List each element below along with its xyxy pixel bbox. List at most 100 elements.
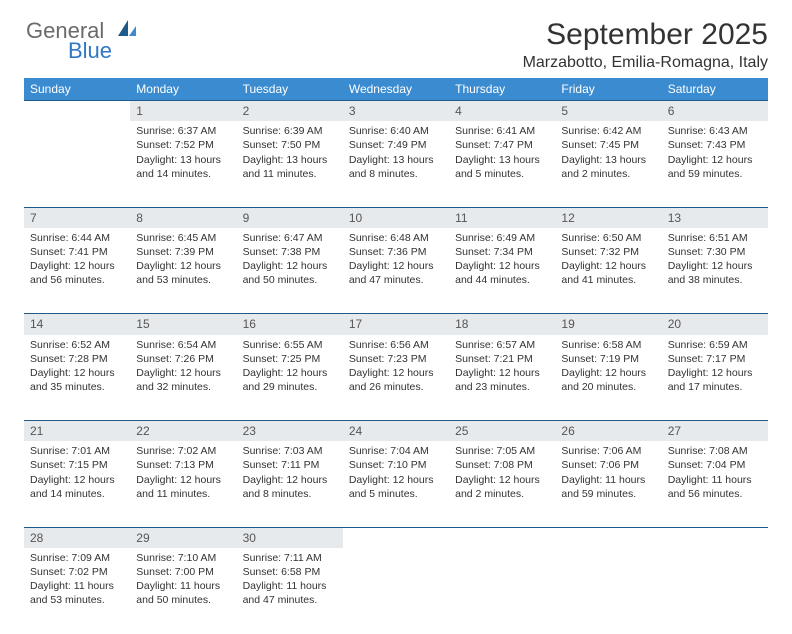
- day-body-cell: Sunrise: 6:44 AMSunset: 7:41 PMDaylight:…: [24, 228, 130, 314]
- day-body-cell: Sunrise: 6:47 AMSunset: 7:38 PMDaylight:…: [237, 228, 343, 314]
- sunset-line: Sunset: 7:47 PM: [455, 138, 549, 152]
- sunset-line: Sunset: 7:30 PM: [668, 245, 762, 259]
- sunset-line: Sunset: 7:26 PM: [136, 352, 230, 366]
- day-body-cell: Sunrise: 6:41 AMSunset: 7:47 PMDaylight:…: [449, 121, 555, 207]
- day-number-cell: 11: [449, 207, 555, 228]
- daylight-line: Daylight: 12 hours and 38 minutes.: [668, 259, 762, 287]
- sunset-line: Sunset: 7:10 PM: [349, 458, 443, 472]
- sunrise-line: Sunrise: 7:10 AM: [136, 551, 230, 565]
- sunrise-line: Sunrise: 6:51 AM: [668, 231, 762, 245]
- sunset-line: Sunset: 7:45 PM: [561, 138, 655, 152]
- day-body-cell: Sunrise: 7:04 AMSunset: 7:10 PMDaylight:…: [343, 441, 449, 527]
- weekday-friday: Friday: [555, 78, 661, 101]
- week-0-body-row: Sunrise: 6:37 AMSunset: 7:52 PMDaylight:…: [24, 121, 768, 207]
- sunrise-line: Sunrise: 7:05 AM: [455, 444, 549, 458]
- day-number-cell: [24, 101, 130, 122]
- daylight-line: Daylight: 11 hours and 53 minutes.: [30, 579, 124, 607]
- week-2-daynum-row: 14151617181920: [24, 314, 768, 335]
- day-body-cell: Sunrise: 6:37 AMSunset: 7:52 PMDaylight:…: [130, 121, 236, 207]
- sunset-line: Sunset: 7:13 PM: [136, 458, 230, 472]
- daylight-line: Daylight: 12 hours and 20 minutes.: [561, 366, 655, 394]
- daylight-line: Daylight: 12 hours and 59 minutes.: [668, 153, 762, 181]
- daylight-line: Daylight: 13 hours and 8 minutes.: [349, 153, 443, 181]
- daylight-line: Daylight: 13 hours and 5 minutes.: [455, 153, 549, 181]
- sunset-line: Sunset: 7:39 PM: [136, 245, 230, 259]
- week-2-body-row: Sunrise: 6:52 AMSunset: 7:28 PMDaylight:…: [24, 335, 768, 421]
- sunrise-line: Sunrise: 6:48 AM: [349, 231, 443, 245]
- day-body-cell: Sunrise: 6:49 AMSunset: 7:34 PMDaylight:…: [449, 228, 555, 314]
- day-number-cell: 8: [130, 207, 236, 228]
- day-number-cell: 28: [24, 527, 130, 548]
- sunset-line: Sunset: 7:04 PM: [668, 458, 762, 472]
- day-body-cell: [662, 548, 768, 634]
- sunrise-line: Sunrise: 7:11 AM: [243, 551, 337, 565]
- sunset-line: Sunset: 7:11 PM: [243, 458, 337, 472]
- sunrise-line: Sunrise: 6:42 AM: [561, 124, 655, 138]
- day-number-cell: 16: [237, 314, 343, 335]
- daylight-line: Daylight: 13 hours and 2 minutes.: [561, 153, 655, 181]
- sunrise-line: Sunrise: 6:37 AM: [136, 124, 230, 138]
- daylight-line: Daylight: 12 hours and 23 minutes.: [455, 366, 549, 394]
- day-body-cell: Sunrise: 6:58 AMSunset: 7:19 PMDaylight:…: [555, 335, 661, 421]
- daylight-line: Daylight: 12 hours and 47 minutes.: [349, 259, 443, 287]
- day-body-cell: Sunrise: 6:55 AMSunset: 7:25 PMDaylight:…: [237, 335, 343, 421]
- sunset-line: Sunset: 7:17 PM: [668, 352, 762, 366]
- day-number-cell: 23: [237, 421, 343, 442]
- week-4-body-row: Sunrise: 7:09 AMSunset: 7:02 PMDaylight:…: [24, 548, 768, 634]
- day-body-cell: Sunrise: 7:05 AMSunset: 7:08 PMDaylight:…: [449, 441, 555, 527]
- sunrise-line: Sunrise: 6:50 AM: [561, 231, 655, 245]
- sunset-line: Sunset: 7:06 PM: [561, 458, 655, 472]
- day-number-cell: [555, 527, 661, 548]
- day-body-cell: Sunrise: 6:52 AMSunset: 7:28 PMDaylight:…: [24, 335, 130, 421]
- sail-icon: [116, 18, 138, 40]
- sunset-line: Sunset: 7:28 PM: [30, 352, 124, 366]
- day-number-cell: 13: [662, 207, 768, 228]
- sunset-line: Sunset: 7:15 PM: [30, 458, 124, 472]
- day-number-cell: 26: [555, 421, 661, 442]
- sunrise-line: Sunrise: 6:54 AM: [136, 338, 230, 352]
- weekday-thursday: Thursday: [449, 78, 555, 101]
- day-number-cell: 9: [237, 207, 343, 228]
- day-body-cell: Sunrise: 6:40 AMSunset: 7:49 PMDaylight:…: [343, 121, 449, 207]
- sunset-line: Sunset: 7:50 PM: [243, 138, 337, 152]
- day-body-cell: Sunrise: 6:54 AMSunset: 7:26 PMDaylight:…: [130, 335, 236, 421]
- sunset-line: Sunset: 7:41 PM: [30, 245, 124, 259]
- daylight-line: Daylight: 12 hours and 2 minutes.: [455, 473, 549, 501]
- day-number-cell: 17: [343, 314, 449, 335]
- day-body-cell: Sunrise: 6:51 AMSunset: 7:30 PMDaylight:…: [662, 228, 768, 314]
- brand-logo: General Blue: [26, 18, 138, 64]
- sunset-line: Sunset: 7:49 PM: [349, 138, 443, 152]
- day-body-cell: Sunrise: 7:06 AMSunset: 7:06 PMDaylight:…: [555, 441, 661, 527]
- daylight-line: Daylight: 12 hours and 14 minutes.: [30, 473, 124, 501]
- sunrise-line: Sunrise: 6:55 AM: [243, 338, 337, 352]
- day-number-cell: 24: [343, 421, 449, 442]
- day-body-cell: Sunrise: 6:39 AMSunset: 7:50 PMDaylight:…: [237, 121, 343, 207]
- daylight-line: Daylight: 11 hours and 59 minutes.: [561, 473, 655, 501]
- daylight-line: Daylight: 12 hours and 44 minutes.: [455, 259, 549, 287]
- daylight-line: Daylight: 12 hours and 11 minutes.: [136, 473, 230, 501]
- daylight-line: Daylight: 13 hours and 11 minutes.: [243, 153, 337, 181]
- sunrise-line: Sunrise: 6:45 AM: [136, 231, 230, 245]
- day-body-cell: Sunrise: 7:02 AMSunset: 7:13 PMDaylight:…: [130, 441, 236, 527]
- sunrise-line: Sunrise: 6:47 AM: [243, 231, 337, 245]
- sunrise-line: Sunrise: 7:09 AM: [30, 551, 124, 565]
- day-body-cell: Sunrise: 6:42 AMSunset: 7:45 PMDaylight:…: [555, 121, 661, 207]
- sunrise-line: Sunrise: 6:56 AM: [349, 338, 443, 352]
- day-body-cell: Sunrise: 6:48 AMSunset: 7:36 PMDaylight:…: [343, 228, 449, 314]
- sunrise-line: Sunrise: 6:44 AM: [30, 231, 124, 245]
- day-number-cell: [662, 527, 768, 548]
- daylight-line: Daylight: 11 hours and 47 minutes.: [243, 579, 337, 607]
- day-number-cell: 29: [130, 527, 236, 548]
- sunset-line: Sunset: 7:00 PM: [136, 565, 230, 579]
- sunrise-line: Sunrise: 6:57 AM: [455, 338, 549, 352]
- daylight-line: Daylight: 12 hours and 35 minutes.: [30, 366, 124, 394]
- sunrise-line: Sunrise: 7:01 AM: [30, 444, 124, 458]
- day-body-cell: Sunrise: 6:43 AMSunset: 7:43 PMDaylight:…: [662, 121, 768, 207]
- weekday-saturday: Saturday: [662, 78, 768, 101]
- day-body-cell: Sunrise: 6:59 AMSunset: 7:17 PMDaylight:…: [662, 335, 768, 421]
- day-number-cell: 7: [24, 207, 130, 228]
- sunrise-line: Sunrise: 6:52 AM: [30, 338, 124, 352]
- sunrise-line: Sunrise: 7:06 AM: [561, 444, 655, 458]
- sunset-line: Sunset: 7:25 PM: [243, 352, 337, 366]
- daylight-line: Daylight: 13 hours and 14 minutes.: [136, 153, 230, 181]
